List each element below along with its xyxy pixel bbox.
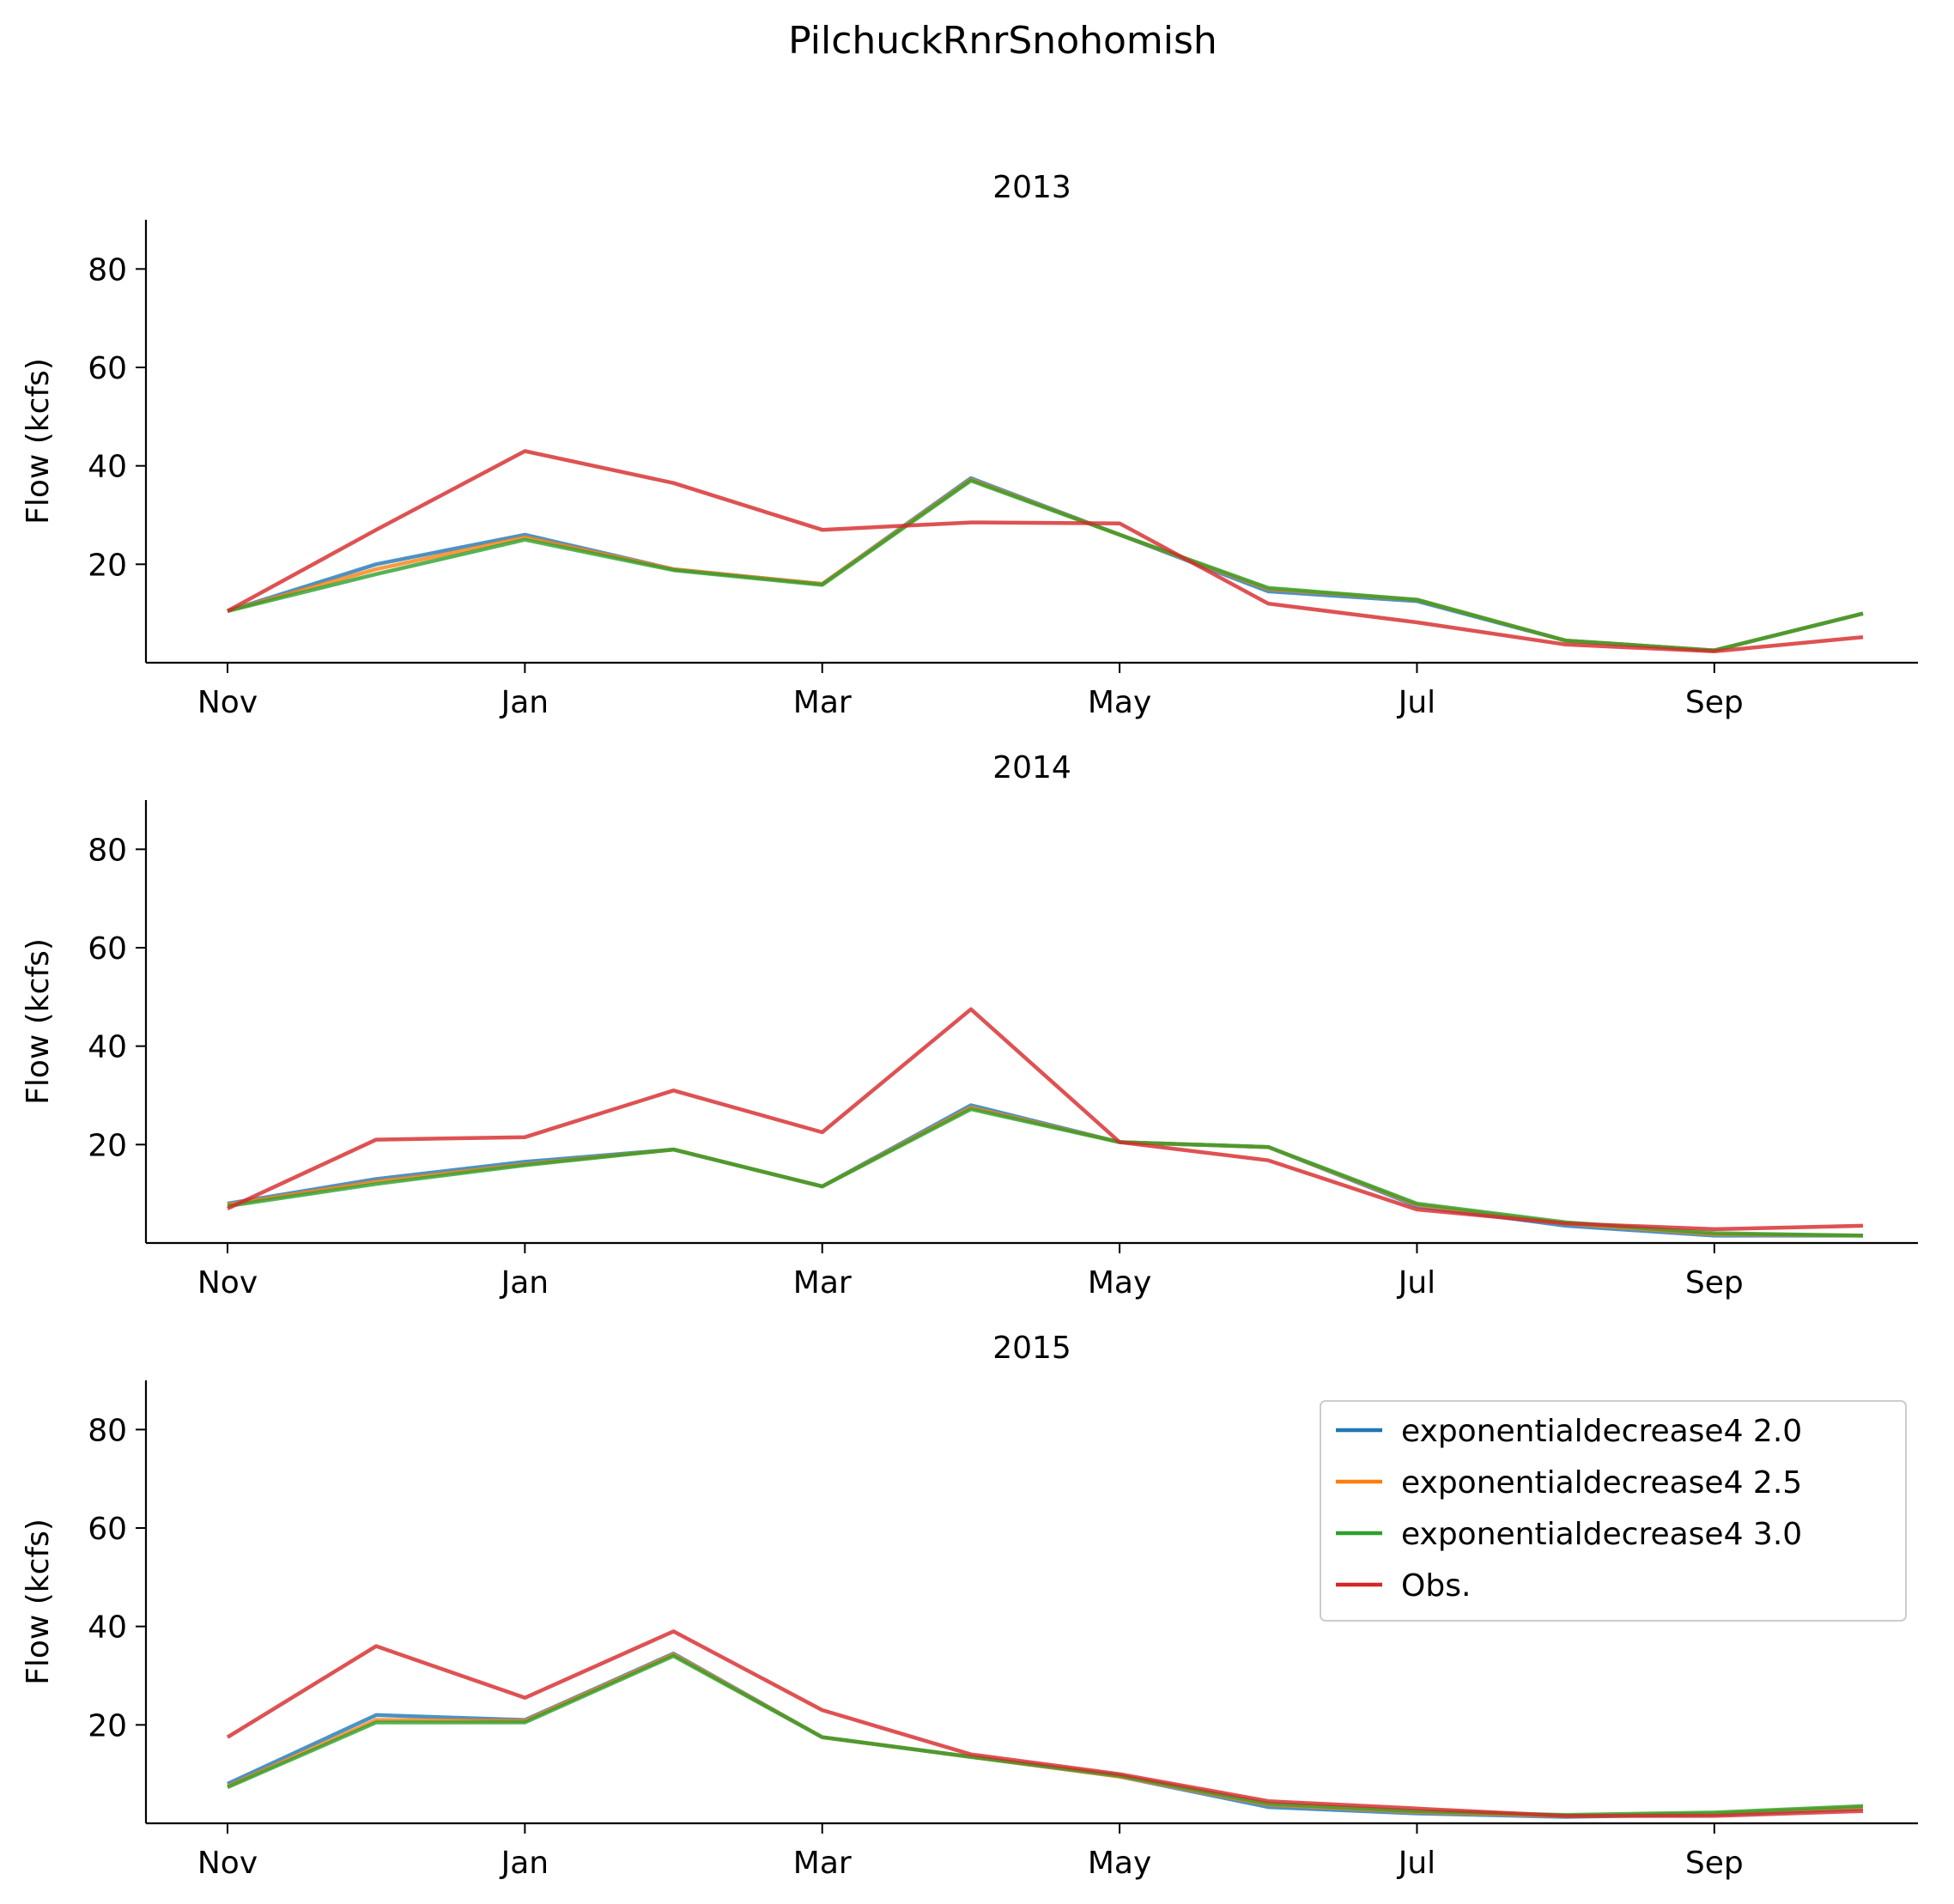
panel-2015: 2015 20 40 60 80 Nov Jan Mar May Jul Sep Flow (kcfs… bbox=[21, 1331, 1918, 1881]
y-tick-label: 80 bbox=[88, 252, 127, 288]
y-tick-label: 60 bbox=[88, 1512, 127, 1547]
y-tick-label: 40 bbox=[88, 1030, 127, 1065]
y-axis-label: Flow (kcfs) bbox=[21, 1519, 56, 1685]
series-line-exponentialdecrease4-2-5 bbox=[227, 477, 1864, 652]
x-tick-label: Sep bbox=[1685, 1265, 1744, 1301]
y-tick-label: 60 bbox=[88, 351, 127, 386]
y-tick-label: 20 bbox=[88, 1128, 127, 1163]
x-tick-label: Jan bbox=[500, 1846, 549, 1881]
x-tick-label: Jul bbox=[1397, 685, 1435, 720]
legend: exponentialdecrease4 2.0 exponentialdecre… bbox=[1320, 1400, 1907, 1622]
x-tick-label: Nov bbox=[197, 1265, 258, 1301]
legend-label: exponentialdecrease4 2.0 bbox=[1401, 1414, 1802, 1449]
panel-title: 2014 bbox=[992, 750, 1071, 785]
y-tick-label: 80 bbox=[88, 833, 127, 868]
panel-2013: 2013 20 40 60 80 Nov Jan Mar May Jul Sep Flow (kcfs… bbox=[21, 170, 1918, 720]
legend-label: exponentialdecrease4 2.5 bbox=[1401, 1465, 1802, 1501]
x-tick-label: Sep bbox=[1685, 685, 1744, 720]
legend-box bbox=[1320, 1400, 1907, 1622]
y-tick-label: 20 bbox=[88, 548, 127, 583]
panel-2014: 2014 20 40 60 80 Nov Jan Mar May Jul Sep Flow (kcfs… bbox=[21, 750, 1918, 1301]
legend-label: exponentialdecrease4 3.0 bbox=[1401, 1517, 1802, 1552]
x-tick-label: May bbox=[1088, 1846, 1151, 1881]
x-tick-label: Mar bbox=[793, 685, 852, 720]
x-tick-label: Mar bbox=[793, 1265, 852, 1301]
x-tick-label: Mar bbox=[793, 1846, 852, 1881]
y-tick-label: 40 bbox=[88, 1610, 127, 1646]
series-line-exponentialdecrease4-3-0 bbox=[227, 478, 1864, 652]
series-line-obs- bbox=[227, 1007, 1864, 1232]
x-tick-label: Jan bbox=[500, 1265, 549, 1301]
series-line-obs- bbox=[226, 1629, 1864, 1818]
x-tick-label: May bbox=[1088, 1265, 1151, 1301]
panels: 2013 20 40 60 80 Nov Jan Mar May Jul Sep Flow (kcfs… bbox=[21, 170, 1918, 1881]
series-line-obs- bbox=[226, 449, 1864, 654]
x-tick-label: Jan bbox=[500, 685, 549, 720]
x-tick-label: Jul bbox=[1397, 1846, 1435, 1881]
figure-title: PilchuckRnrSnohomish bbox=[788, 19, 1217, 63]
legend-label: Obs. bbox=[1401, 1568, 1471, 1604]
x-tick-label: Jul bbox=[1397, 1265, 1435, 1301]
x-tick-label: Nov bbox=[197, 1846, 258, 1881]
y-axis-label: Flow (kcfs) bbox=[21, 938, 56, 1105]
series-line-exponentialdecrease4-2-0 bbox=[227, 476, 1864, 652]
y-axis-label: Flow (kcfs) bbox=[21, 358, 56, 525]
y-tick-label: 20 bbox=[88, 1708, 127, 1743]
y-tick-label: 80 bbox=[88, 1413, 127, 1448]
y-tick-label: 60 bbox=[88, 931, 127, 967]
x-tick-label: Nov bbox=[197, 685, 258, 720]
y-tick-label: 40 bbox=[88, 450, 127, 485]
panel-title: 2015 bbox=[992, 1331, 1071, 1366]
x-tick-label: Sep bbox=[1685, 1846, 1744, 1881]
series-line-exponentialdecrease4-3-0 bbox=[227, 1107, 1864, 1238]
x-tick-label: May bbox=[1088, 685, 1151, 720]
panel-title: 2013 bbox=[992, 170, 1071, 205]
